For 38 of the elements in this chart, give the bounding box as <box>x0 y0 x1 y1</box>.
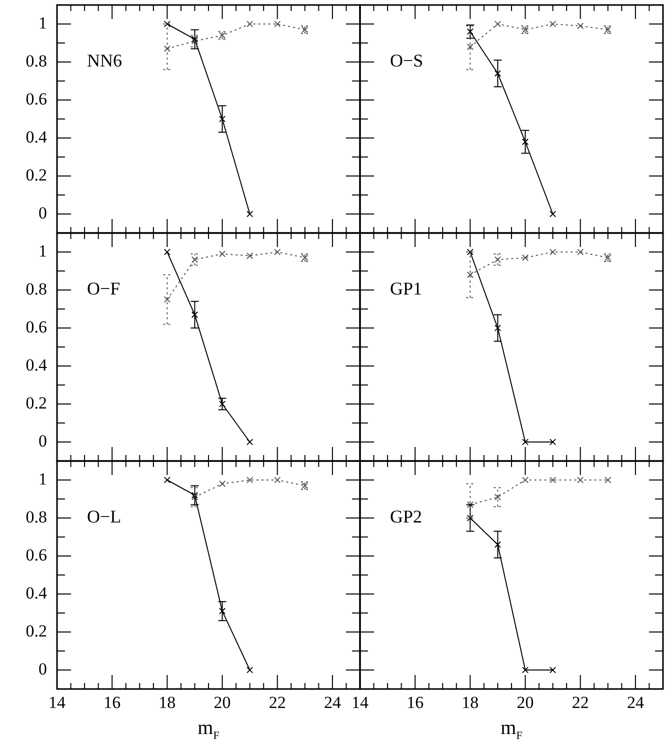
y-tick-label: 0.4 <box>26 355 48 374</box>
x-tick-label: 24 <box>626 692 644 712</box>
y-tick-label: 1 <box>38 469 47 488</box>
x-tick-label: 20 <box>214 692 231 712</box>
x-tick-label: 16 <box>104 692 121 712</box>
y-tick-label: 0.2 <box>26 165 47 184</box>
x-tick-label: 14 <box>352 692 369 712</box>
text: O−F <box>87 278 120 299</box>
text: O−S <box>390 50 424 71</box>
x-axis-title: m$_{F}$ <box>500 717 524 742</box>
y-tick-label: 0.2 <box>26 393 47 412</box>
y-tick-label: 0.6 <box>26 317 47 336</box>
y-tick-label: 1 <box>38 241 47 260</box>
text: O−L <box>87 506 122 527</box>
y-tick-label: 0.4 <box>26 583 48 602</box>
text: GP2 <box>390 506 422 527</box>
x-axis-title: m$_{F}$ <box>196 717 220 742</box>
x-tick-label: 24 <box>324 692 342 712</box>
y-tick-label: 0.6 <box>26 89 47 108</box>
x-tick-label: 18 <box>462 692 479 712</box>
text: NN6 <box>87 50 122 71</box>
y-tick-label: 0 <box>38 203 47 222</box>
y-tick-label: 0 <box>38 431 47 450</box>
text: GP1 <box>390 278 422 299</box>
x-tick-label: 20 <box>516 692 534 712</box>
x-tick-label: 22 <box>572 692 589 712</box>
y-tick-label: 1 <box>38 13 47 32</box>
y-tick-label: 0.8 <box>26 279 47 298</box>
x-tick-label: 14 <box>48 692 66 712</box>
y-tick-label: 0.8 <box>26 507 47 526</box>
y-tick-label: 0.6 <box>26 545 47 564</box>
y-tick-label: 0.4 <box>26 127 48 146</box>
y-tick-label: 0.8 <box>26 51 47 70</box>
x-tick-label: 22 <box>268 692 286 712</box>
x-tick-label: 16 <box>406 692 424 712</box>
y-tick-label: 0.2 <box>26 621 47 640</box>
x-tick-label: 18 <box>158 692 176 712</box>
y-tick-label: 0 <box>38 659 47 678</box>
